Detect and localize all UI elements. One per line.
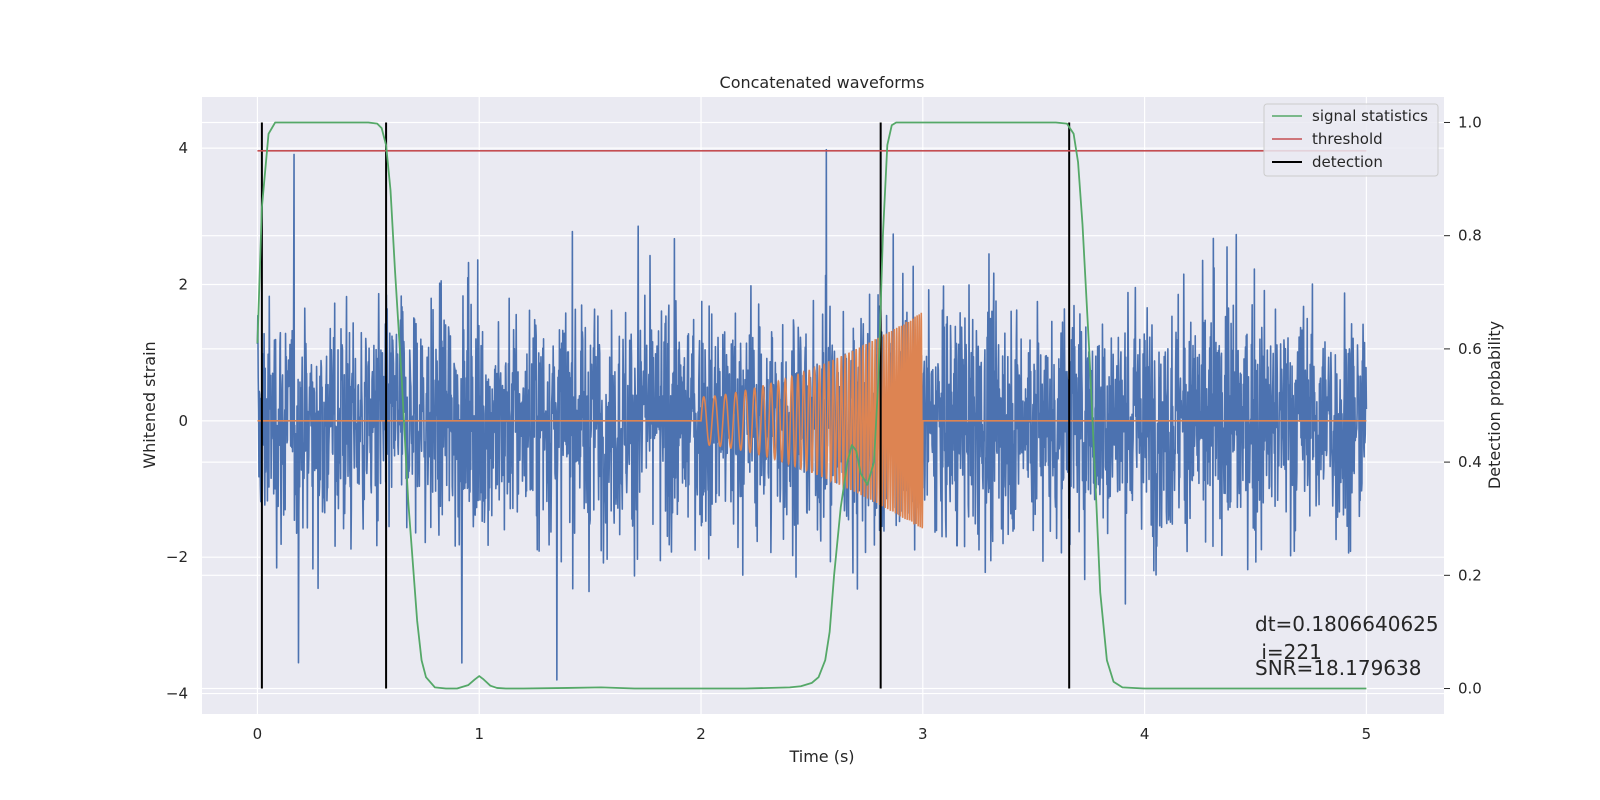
annotation-index: i=221	[1255, 640, 1322, 664]
x-tick-label: 1	[474, 725, 484, 743]
x-axis-ticks: 0 1 2 3 4 5	[253, 725, 1371, 743]
x-tick-label: 2	[696, 725, 706, 743]
signal-statistics-line	[256, 121, 1367, 690]
noise-line	[256, 148, 1368, 681]
y2-tick-label: 0.4	[1458, 453, 1482, 471]
y2-tick-label: 0.2	[1458, 566, 1482, 584]
y-tick-label: −2	[166, 548, 188, 566]
y-axis-label: Whitened strain	[140, 341, 159, 468]
y-tick-label: 2	[178, 275, 188, 293]
y2-axis-label: Detection probability	[1485, 321, 1504, 489]
y2-tick-label: 1.0	[1458, 113, 1482, 131]
y-tick-label: 4	[178, 139, 188, 157]
noise-series	[256, 148, 1368, 681]
y2-axis-ticks: 0.0 0.2 0.4 0.6 0.8 1.0	[1444, 113, 1482, 698]
y2-tick-label: 0.8	[1458, 227, 1482, 245]
signal-statistics-series	[256, 121, 1367, 690]
x-axis-label: Time (s)	[788, 747, 854, 766]
x-tick-label: 4	[1140, 725, 1150, 743]
y-tick-label: −4	[166, 685, 188, 703]
legend-box	[1263, 103, 1439, 177]
annotation-snr: SNR=18.179638	[1255, 656, 1421, 680]
y-axis-ticks: −4 −2 0 2 4	[166, 139, 188, 702]
y-tick-label: 0	[178, 412, 188, 430]
x-tick-label: 3	[918, 725, 928, 743]
chirp-series	[257, 312, 1367, 529]
legend-label-detection: detection	[1312, 153, 1383, 171]
x-tick-label: 0	[253, 725, 263, 743]
x-tick-label: 5	[1362, 725, 1372, 743]
legend-label-signal-statistics: signal statistics	[1312, 107, 1428, 125]
chart-title: Concatenated waveforms	[720, 73, 925, 92]
y2-tick-label: 0.0	[1458, 680, 1482, 698]
legend: signal statistics threshold detection	[1263, 103, 1439, 177]
legend-label-threshold: threshold	[1312, 130, 1383, 148]
annotation-dt: dt=0.1806640625	[1255, 612, 1439, 636]
y2-tick-label: 0.6	[1458, 340, 1482, 358]
chirp-line	[257, 312, 1367, 529]
